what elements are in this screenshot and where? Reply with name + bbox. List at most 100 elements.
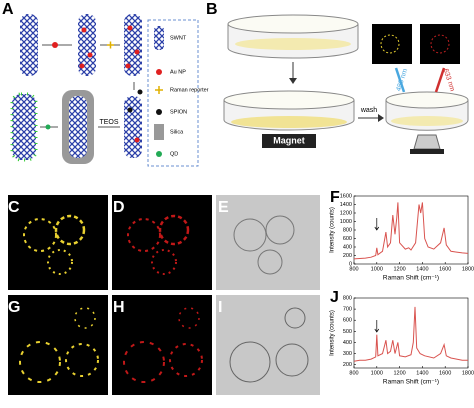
panel-a-shape	[124, 96, 142, 158]
panel-a-shape	[20, 14, 38, 76]
micrographs-shape	[54, 214, 86, 246]
panel-a-shape	[127, 107, 133, 113]
panel-a-shape	[127, 25, 133, 31]
panel-label: F	[330, 189, 340, 206]
x-axis-label: Raman Shift (cm⁻¹)	[383, 379, 439, 386]
micrographs-shape	[216, 295, 320, 395]
panel-b-shape	[391, 116, 463, 126]
panel-b-shape	[231, 116, 347, 128]
micrographs-shape	[158, 214, 190, 246]
y-tick-label: 500	[343, 329, 352, 335]
panel-b-shape	[430, 34, 450, 54]
panel-a-shape: SWNT	[170, 35, 187, 41]
micrographs-shape: E	[218, 199, 229, 216]
panel-b-shape	[434, 67, 446, 93]
panel-b-shape	[380, 34, 400, 54]
panel-a-shape	[107, 41, 114, 49]
panel-a-shape	[154, 124, 164, 140]
y-axis-label: Intensity (counts)	[330, 207, 336, 253]
panel-a-shape	[147, 19, 199, 167]
x-tick-label: 1400	[416, 266, 428, 272]
x-tick-label: 1800	[462, 370, 474, 376]
y-tick-label: 1600	[340, 193, 352, 199]
panel-b-shape: B	[206, 1, 218, 18]
panel-b-shape: Magnet	[273, 135, 305, 145]
panel-a: A TEOS SWNT Au NP Raman reporter SPION S…	[2, 1, 209, 167]
micrographs-shape	[65, 343, 99, 377]
panel-a-shape: TEOS	[99, 119, 118, 126]
panel-b-shape	[289, 78, 297, 84]
panel-a-shape	[10, 92, 38, 162]
micrographs-shape	[284, 307, 306, 329]
micrographs-shape	[47, 249, 73, 275]
panel-a-shape	[154, 26, 164, 50]
x-axis-label: Raman Shift (cm⁻¹)	[383, 275, 439, 282]
panel-a-shape: A	[2, 1, 14, 18]
panel-b-shape: 633 nm	[442, 68, 456, 93]
panel-b-shape	[372, 24, 412, 64]
x-tick-label: 1200	[393, 370, 405, 376]
panel-a-shape	[87, 52, 93, 58]
y-axis-label: Intensity (counts)	[330, 310, 336, 356]
spectrum-line	[353, 202, 469, 260]
panel-a-shape	[155, 86, 163, 94]
y-tick-label: 600	[343, 236, 352, 242]
panel-b: B Magnet wash 488 nm 633 nm	[206, 1, 469, 154]
micrographs-shape	[74, 307, 96, 329]
micrographs-shape	[257, 249, 283, 275]
arrow	[374, 218, 380, 231]
plot-frame	[353, 195, 469, 265]
panel-a-shape	[134, 49, 140, 55]
micrographs-shape	[229, 341, 271, 383]
panel-a-shape	[156, 69, 162, 75]
panel-label: J	[330, 289, 339, 306]
panel-b-shape	[223, 90, 355, 110]
panel-a-shape: QD	[170, 151, 178, 157]
y-tick-label: 200	[343, 253, 352, 259]
panel-a-shape	[81, 27, 87, 33]
x-tick-label: 1200	[393, 266, 405, 272]
y-tick-label: 300	[343, 351, 352, 357]
x-tick-label: 800	[349, 370, 358, 376]
x-tick-label: 800	[349, 266, 358, 272]
micrographs-shape: G	[8, 299, 20, 316]
micrographs-shape	[112, 195, 212, 290]
x-tick-label: 1400	[416, 370, 428, 376]
y-tick-label: 200	[343, 362, 352, 368]
panel-a-shape: SPION	[170, 109, 187, 115]
micrographs-shape	[216, 195, 320, 290]
panel-a-shape: Raman reporter	[170, 87, 209, 93]
y-tick-label: 600	[343, 318, 352, 324]
y-tick-label: 400	[343, 244, 352, 250]
panel-a-shape	[69, 96, 87, 158]
micrographs-shape	[178, 307, 200, 329]
panel-a-shape	[134, 137, 140, 143]
panel-b-shape	[394, 67, 406, 93]
micrographs-shape: I	[218, 299, 222, 316]
panel-b-shape	[410, 149, 444, 154]
micrographs-shape	[233, 218, 267, 252]
panel-b-shape	[262, 134, 316, 148]
panel-a-shape	[125, 63, 131, 69]
micrographs-shape	[8, 195, 108, 290]
y-tick-label: 0	[349, 261, 352, 267]
y-tick-label: 400	[343, 340, 352, 346]
micrographs-shape	[19, 341, 61, 383]
micrographs-shape: H	[113, 299, 125, 316]
arrow	[374, 320, 380, 333]
micrographs-shape	[151, 249, 177, 275]
y-tick-label: 1400	[340, 202, 352, 208]
y-tick-label: 1000	[340, 219, 352, 225]
micrographs-shape	[8, 295, 108, 395]
panel-b-shape	[420, 24, 460, 64]
y-tick-label: 700	[343, 307, 352, 313]
plot-frame	[353, 297, 469, 369]
y-tick-label: 800	[343, 295, 352, 301]
panel-b-shape	[235, 38, 351, 50]
panel-b-shape	[227, 14, 359, 34]
y-tick-label: 1200	[340, 210, 352, 216]
x-tick-label: 1000	[371, 370, 383, 376]
micrographs: C D E G H I	[8, 195, 320, 395]
